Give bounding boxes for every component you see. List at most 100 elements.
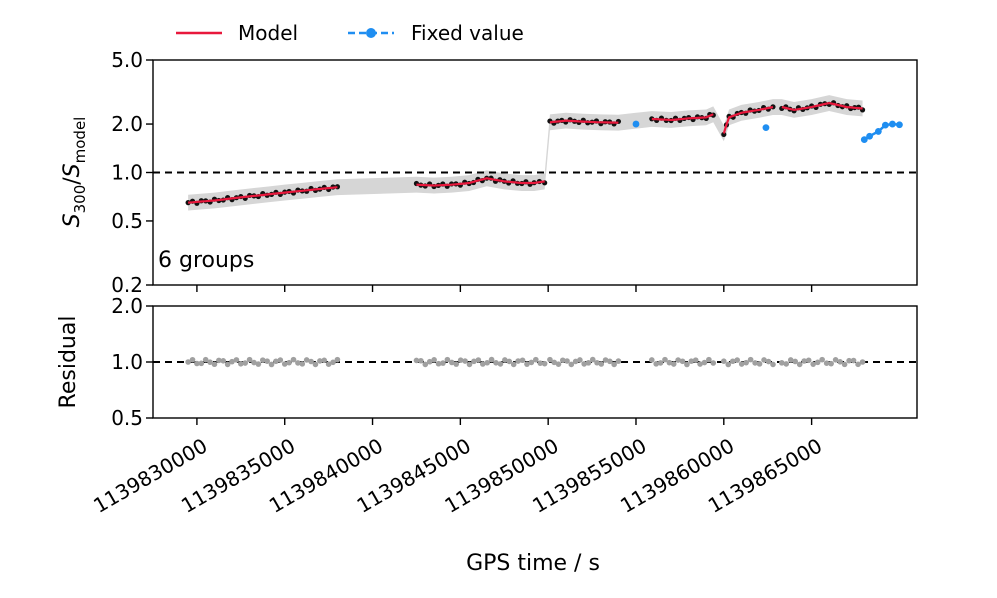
residual-point [770,361,776,368]
residual-point [299,361,306,367]
residual-point [859,359,866,365]
residual-point [493,360,499,366]
residual-point [837,359,843,365]
residual-point [662,356,668,363]
residual-point [765,358,772,365]
residual-point [312,361,319,368]
residual-point [506,358,513,365]
model-line-segment [722,106,774,134]
residual-point [666,359,673,366]
residual-point [533,356,539,363]
residual-point [648,357,655,363]
residual-point [242,360,249,366]
y-tick-label: 0.5 [111,209,143,233]
residual-point [528,359,535,366]
model-line-segment [416,177,545,187]
residual-point [479,361,486,367]
residual-point [413,357,420,364]
ylabel-sub-model: model [71,117,89,164]
residual-point [670,361,677,367]
residual-point [572,358,579,365]
residual-point [471,358,477,365]
residual-point [819,356,825,363]
residual-point [325,361,332,368]
residual-point [801,358,808,364]
residual-point [330,359,336,366]
residual-point [778,360,785,366]
residual-point [211,361,218,368]
ylabel-s-300: S [60,213,85,227]
residual-point [756,361,763,367]
residual-point [198,360,205,367]
residual-point [440,360,446,366]
residual-point [823,360,830,366]
residual-point [697,361,703,367]
residual-point [706,356,712,363]
residual-point [701,359,708,366]
ylabel-s-model: S [60,163,85,177]
residual-point [810,361,816,367]
y-tick-label: 1.0 [111,161,143,185]
residual-point [524,361,530,367]
residual-point [286,359,292,366]
residual-point [841,361,848,368]
residual-point [747,356,754,363]
residual-point [277,357,284,363]
residual-point [555,361,562,367]
fixed-value-point [632,120,640,128]
residual-point [564,358,570,364]
residual-point [615,358,622,364]
residual-point [607,358,613,365]
residual-point [710,360,717,366]
residual-point [783,361,790,367]
residual-point [216,357,222,364]
residual-point [273,358,279,365]
residual-point [611,361,617,368]
residual-point [303,357,310,363]
residual-point [515,358,521,364]
residual-point [268,361,275,368]
residual-point [559,357,566,364]
residual-point [246,356,253,363]
fixed-value-point [762,124,770,132]
x-axis: 1139830000113983500011398400001139845000… [89,285,826,518]
residual-point [457,357,464,363]
residual-point [547,356,553,363]
y-tick-label: 2.0 [111,294,143,318]
residual-point [426,358,433,365]
residual-point [598,361,605,367]
legend: Model Fixed value [176,21,524,45]
model-line-segment [651,113,714,122]
residual-point [653,361,659,367]
x-axis-label: GPS time / s [466,551,600,576]
y-tick-label: 5.0 [111,48,143,72]
residual-point [207,359,213,365]
residual-point [551,359,558,366]
residual-point [589,356,596,363]
residual-point [602,357,609,363]
residual-point [792,358,799,365]
top-panel: 0.2 0.5 1.0 2.0 5.0 [111,48,918,297]
residual-point [435,360,442,367]
residual-point [466,361,473,368]
residual-point [688,358,695,364]
residual-point [484,359,490,366]
top-y-axis-label: S300/Smodel [60,117,89,228]
legend-model-label: Model [238,21,298,45]
residual-point [220,358,227,364]
model-line-segment [781,101,863,112]
uncertainty-band [188,95,863,211]
residual-point [796,361,803,368]
residual-point [264,358,270,364]
residual-point [321,357,328,364]
residual-point [568,361,575,368]
residual-point [475,357,482,363]
residual-point [657,360,664,366]
residual-point [233,357,240,363]
residual-point [259,357,266,363]
residual-point [317,358,323,364]
ylabel-slash: / [60,177,85,185]
residual-point [431,357,437,363]
residual-point [692,357,699,363]
